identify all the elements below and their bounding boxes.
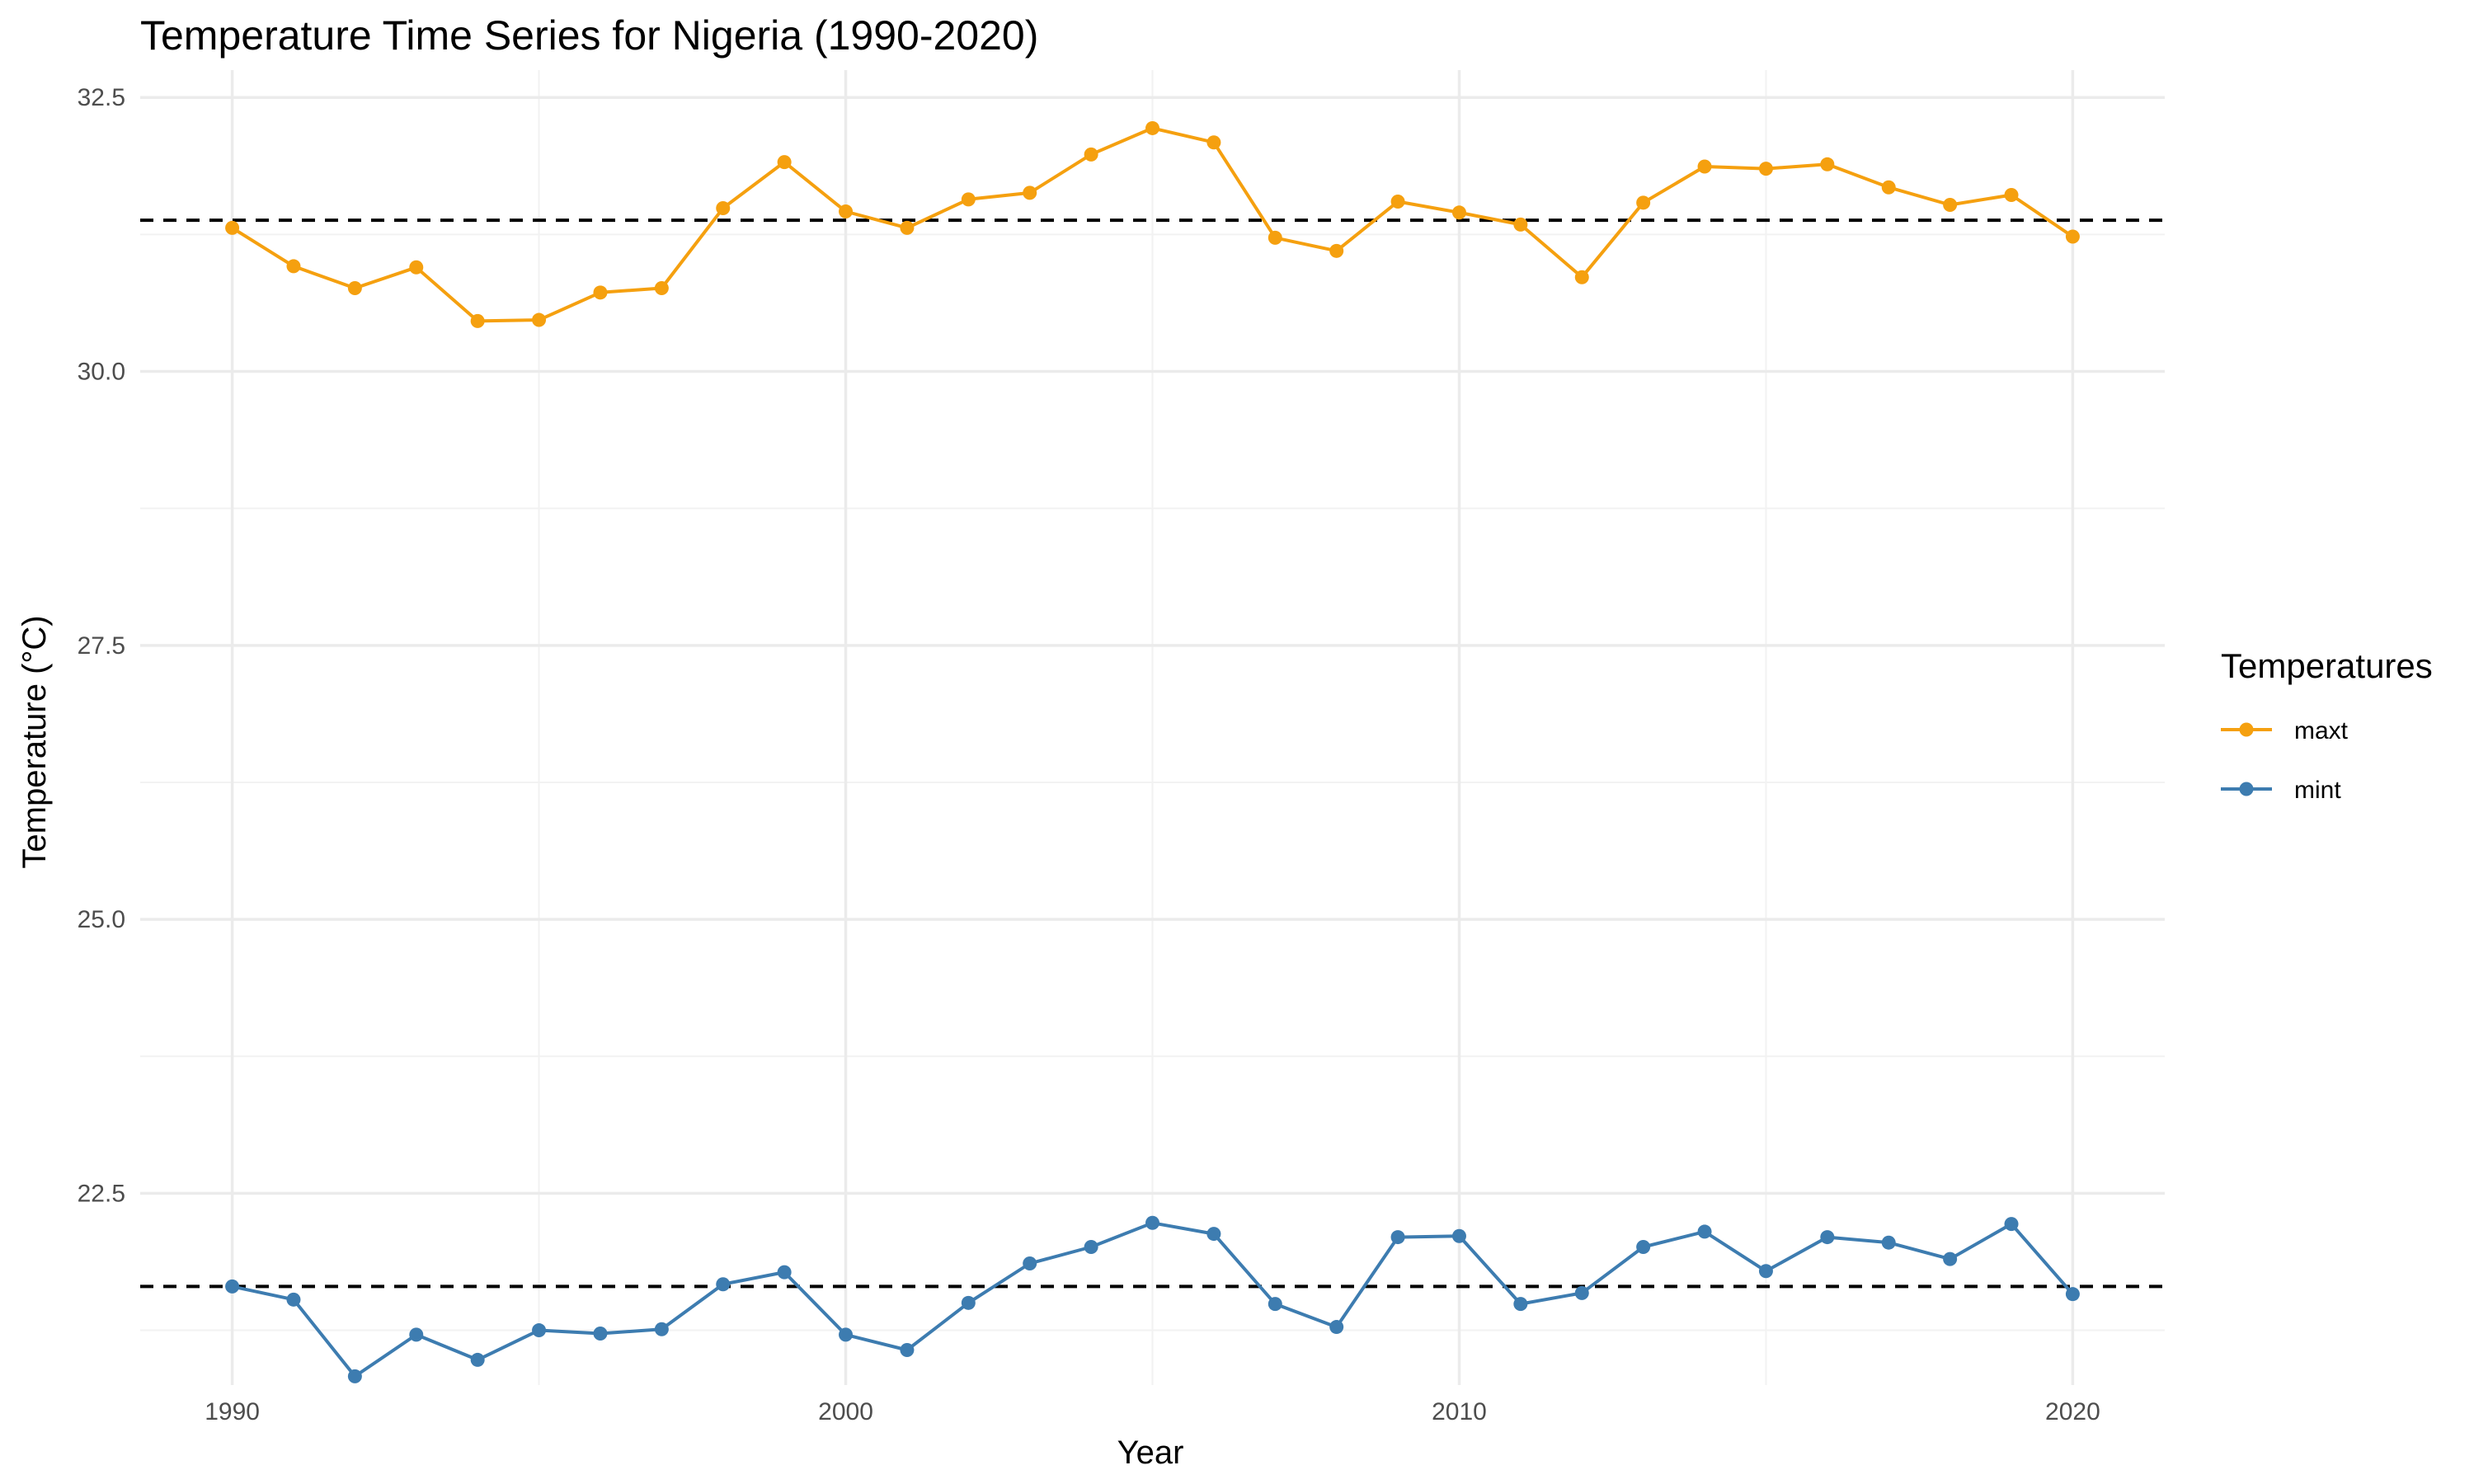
data-point-mint xyxy=(593,1327,608,1341)
data-point-maxt xyxy=(716,200,731,215)
x-axis-tick-labels: 1990 2000 2010 2020 xyxy=(205,1398,2100,1425)
data-point-mint xyxy=(1636,1240,1651,1255)
data-point-mint xyxy=(1451,1228,1466,1243)
data-point-maxt xyxy=(900,220,915,235)
data-point-mint xyxy=(2065,1287,2080,1302)
data-point-maxt xyxy=(532,312,547,327)
y-tick-label: 25.0 xyxy=(78,906,125,933)
legend-title: Temperatures xyxy=(2221,646,2433,685)
y-tick-label: 22.5 xyxy=(78,1180,125,1207)
data-point-maxt xyxy=(225,220,240,235)
data-point-mint xyxy=(1881,1235,1896,1250)
legend-label-mint: mint xyxy=(2294,777,2341,804)
data-point-maxt xyxy=(1268,230,1282,245)
data-point-maxt xyxy=(1206,135,1221,150)
data-point-maxt xyxy=(1084,147,1098,162)
data-point-maxt xyxy=(286,259,301,274)
legend: Temperatures maxt mint xyxy=(2221,646,2433,804)
data-point-mint xyxy=(1206,1227,1221,1242)
data-point-mint xyxy=(1145,1215,1159,1230)
data-point-maxt xyxy=(839,204,854,218)
data-point-mint xyxy=(2004,1217,2019,1232)
data-point-mint xyxy=(409,1327,424,1342)
x-tick-label: 1990 xyxy=(205,1398,260,1425)
data-point-maxt xyxy=(409,260,424,275)
x-axis-title: Year xyxy=(1117,1435,1184,1471)
data-point-mint xyxy=(1820,1230,1835,1245)
data-point-mint xyxy=(1758,1264,1773,1279)
data-point-mint xyxy=(1390,1230,1405,1245)
data-point-maxt xyxy=(1820,157,1835,171)
legend-label-maxt: maxt xyxy=(2294,717,2349,744)
data-point-mint xyxy=(470,1352,485,1367)
data-point-mint xyxy=(1574,1285,1589,1300)
minor-gridlines xyxy=(140,70,2165,1385)
y-tick-label: 32.5 xyxy=(78,84,125,111)
data-point-maxt xyxy=(1390,195,1405,209)
data-point-maxt xyxy=(1697,159,1712,174)
legend-items: maxt mint xyxy=(2221,717,2349,804)
data-point-mint xyxy=(900,1342,915,1357)
data-point-mint xyxy=(1329,1320,1344,1335)
data-point-mint xyxy=(777,1265,792,1280)
y-axis-title: Temperature (°C) xyxy=(16,615,53,868)
data-point-maxt xyxy=(1881,180,1896,195)
y-axis-tick-labels: 22.5 25.0 27.5 30.0 32.5 xyxy=(78,84,125,1207)
data-point-mint xyxy=(1943,1252,1958,1266)
data-point-mint xyxy=(225,1279,240,1294)
data-point-maxt xyxy=(470,313,485,328)
data-point-mint xyxy=(1513,1297,1528,1312)
data-point-maxt xyxy=(961,192,976,207)
legend-key-point-mint xyxy=(2239,782,2254,796)
data-point-maxt xyxy=(1145,120,1159,135)
legend-key-point-maxt xyxy=(2239,722,2254,737)
data-point-mint xyxy=(1023,1256,1037,1270)
data-point-mint xyxy=(1084,1240,1098,1255)
data-point-mint xyxy=(1268,1297,1282,1312)
data-point-mint xyxy=(839,1327,854,1342)
data-point-maxt xyxy=(1574,270,1589,284)
data-point-mint xyxy=(532,1323,547,1338)
data-point-mint xyxy=(716,1277,731,1292)
data-point-maxt xyxy=(777,155,792,170)
data-point-maxt xyxy=(2004,188,2019,203)
y-tick-label: 30.0 xyxy=(78,359,125,386)
data-point-maxt xyxy=(593,285,608,300)
data-point-maxt xyxy=(347,281,362,296)
data-point-maxt xyxy=(1758,162,1773,176)
chart-title: Temperature Time Series for Nigeria (199… xyxy=(140,12,1038,59)
data-point-mint xyxy=(961,1295,976,1310)
x-tick-label: 2000 xyxy=(818,1398,873,1425)
data-point-maxt xyxy=(654,281,669,296)
data-point-maxt xyxy=(2065,229,2080,244)
y-tick-label: 27.5 xyxy=(78,632,125,660)
data-point-maxt xyxy=(1513,217,1528,232)
data-point-maxt xyxy=(1451,205,1466,220)
major-gridlines xyxy=(140,70,2165,1385)
reference-lines xyxy=(140,218,2165,1289)
x-tick-label: 2020 xyxy=(2045,1398,2100,1425)
data-point-mint xyxy=(347,1369,362,1383)
data-point-maxt xyxy=(1023,186,1037,200)
series-points xyxy=(225,120,2080,1383)
data-point-maxt xyxy=(1329,243,1344,258)
data-point-maxt xyxy=(1943,197,1958,212)
data-point-maxt xyxy=(1636,195,1651,210)
data-point-mint xyxy=(654,1322,669,1336)
data-point-mint xyxy=(286,1292,301,1307)
data-point-mint xyxy=(1697,1224,1712,1239)
x-tick-label: 2010 xyxy=(1432,1398,1487,1425)
